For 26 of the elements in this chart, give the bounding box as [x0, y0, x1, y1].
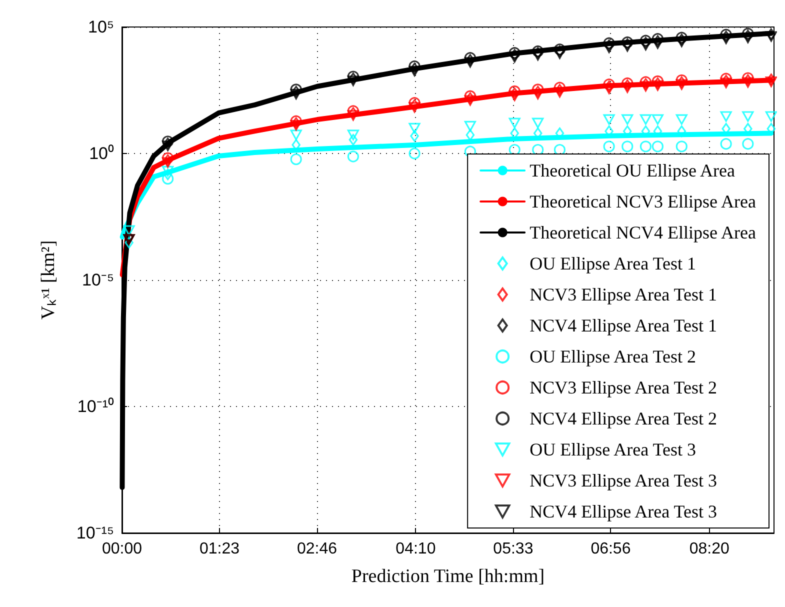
y-tick-label: 10⁻¹⁰ [77, 397, 114, 416]
x-tick-label: 08:20 [689, 540, 730, 558]
x-tick-label: 06:56 [590, 540, 631, 558]
legend-label: NCV3 Ellipse Area Test 2 [530, 378, 717, 398]
x-tick-label: 02:46 [296, 540, 338, 558]
y-tick-label: 10⁻⁵ [82, 270, 114, 290]
legend-label: NCV3 Ellipse Area Test 3 [530, 470, 717, 490]
x-axis-title: Prediction Time [hh:mm] [351, 566, 545, 587]
y-axis-title: Vₖˣ¹ [km²] [38, 240, 59, 320]
legend-label: NCV3 Ellipse Area Test 1 [530, 284, 717, 304]
legend-label: OU Ellipse Area Test 1 [530, 254, 696, 274]
legend-label: Theoretical NCV4 Ellipse Area [530, 222, 756, 242]
legend-label: Theoretical OU Ellipse Area [530, 160, 736, 180]
x-tick-label: 01:23 [199, 540, 240, 558]
y-tick-label: 10⁰ [89, 144, 114, 163]
legend-label: NCV4 Ellipse Area Test 2 [530, 408, 717, 428]
legend-label: NCV4 Ellipse Area Test 1 [530, 316, 717, 336]
legend-label: NCV4 Ellipse Area Test 3 [530, 502, 717, 522]
x-tick-label: 04:10 [396, 540, 436, 558]
x-tick-label: 00:00 [102, 540, 142, 558]
x-tick-label: 05:33 [493, 540, 534, 558]
y-tick-label: 10⁻¹⁵ [76, 524, 114, 542]
y-tick-label: 10⁵ [88, 18, 114, 36]
legend-label: OU Ellipse Area Test 2 [530, 346, 696, 366]
legend-label: OU Ellipse Area Test 3 [530, 440, 696, 460]
legend-label: Theoretical NCV3 Ellipse Area [530, 192, 756, 212]
